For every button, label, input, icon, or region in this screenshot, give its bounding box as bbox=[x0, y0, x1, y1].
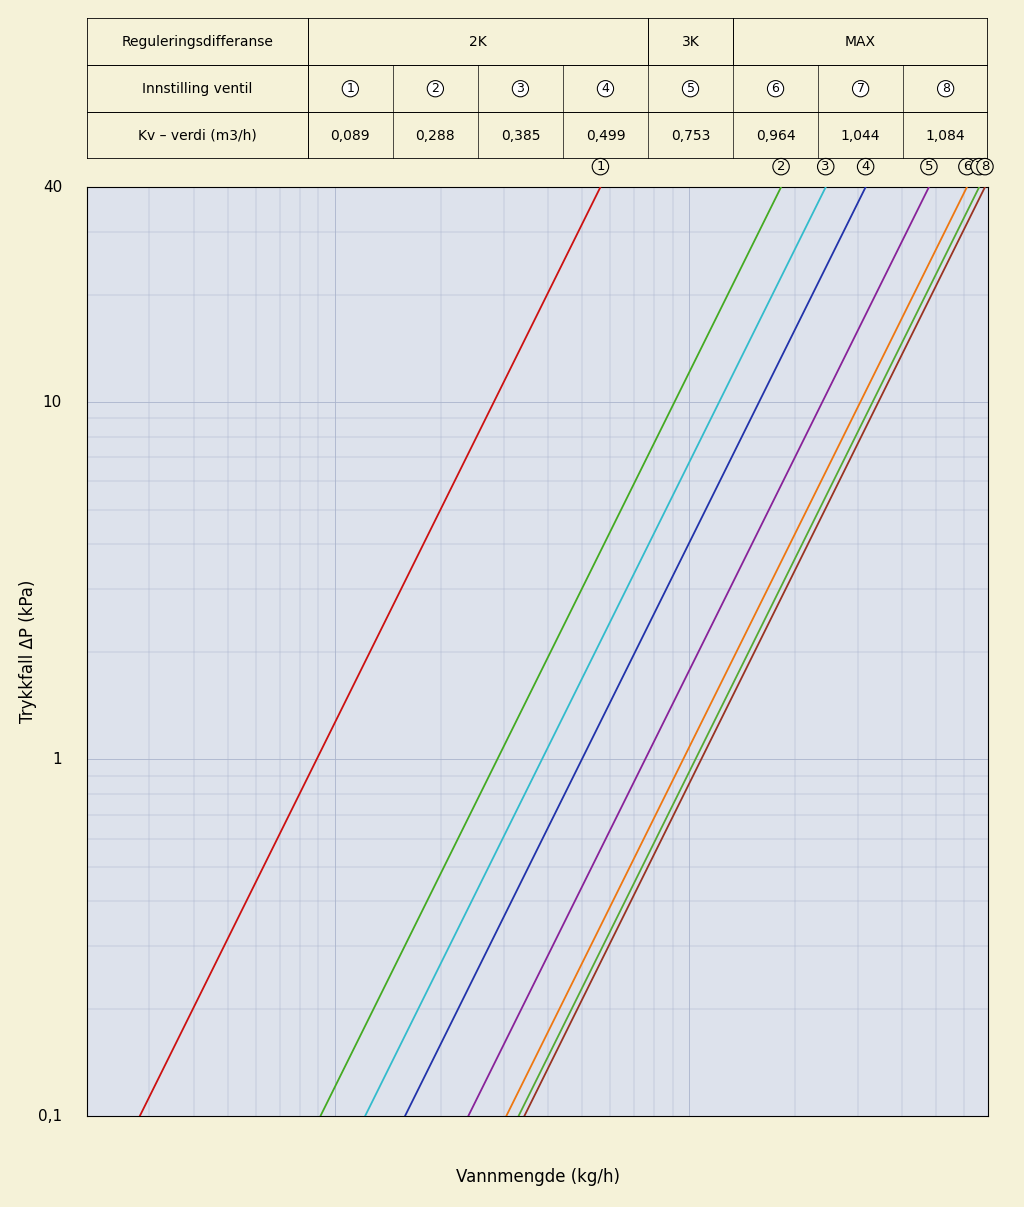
Text: 1,044: 1,044 bbox=[841, 129, 881, 142]
Text: Kv – verdi (m3/h): Kv – verdi (m3/h) bbox=[138, 129, 257, 142]
Text: 6: 6 bbox=[963, 161, 971, 173]
Text: Reguleringsdifferanse: Reguleringsdifferanse bbox=[122, 35, 273, 48]
Text: Innstilling ventil: Innstilling ventil bbox=[142, 82, 253, 95]
Text: 7: 7 bbox=[975, 161, 983, 173]
Text: 1: 1 bbox=[596, 161, 604, 173]
Text: 4: 4 bbox=[861, 161, 869, 173]
Text: 2: 2 bbox=[777, 161, 785, 173]
Text: 8: 8 bbox=[981, 161, 989, 173]
Text: 0,499: 0,499 bbox=[586, 129, 626, 142]
Text: 1,084: 1,084 bbox=[926, 129, 966, 142]
Text: 0,089: 0,089 bbox=[331, 129, 370, 142]
Text: 8: 8 bbox=[942, 82, 949, 95]
Text: Trykkfall ΔP (kPa): Trykkfall ΔP (kPa) bbox=[19, 581, 38, 723]
Text: Vannmengde (kg/h): Vannmengde (kg/h) bbox=[456, 1167, 620, 1185]
Text: 5: 5 bbox=[686, 82, 694, 95]
Text: 40: 40 bbox=[43, 180, 62, 194]
Text: 1: 1 bbox=[52, 752, 62, 766]
Text: 4: 4 bbox=[601, 82, 609, 95]
Text: 2K: 2K bbox=[469, 35, 486, 48]
Text: 2: 2 bbox=[431, 82, 439, 95]
Text: 0,385: 0,385 bbox=[501, 129, 541, 142]
Text: MAX: MAX bbox=[845, 35, 877, 48]
Text: 3: 3 bbox=[516, 82, 524, 95]
Text: 0,753: 0,753 bbox=[671, 129, 711, 142]
Text: 3: 3 bbox=[821, 161, 830, 173]
Text: 1: 1 bbox=[346, 82, 354, 95]
Text: 5: 5 bbox=[925, 161, 933, 173]
Text: 0,1: 0,1 bbox=[38, 1109, 62, 1124]
Text: 10: 10 bbox=[43, 395, 62, 409]
Text: 7: 7 bbox=[857, 82, 864, 95]
Text: 6: 6 bbox=[772, 82, 779, 95]
Text: 0,288: 0,288 bbox=[416, 129, 456, 142]
Text: 0,964: 0,964 bbox=[756, 129, 796, 142]
Text: 3K: 3K bbox=[682, 35, 699, 48]
